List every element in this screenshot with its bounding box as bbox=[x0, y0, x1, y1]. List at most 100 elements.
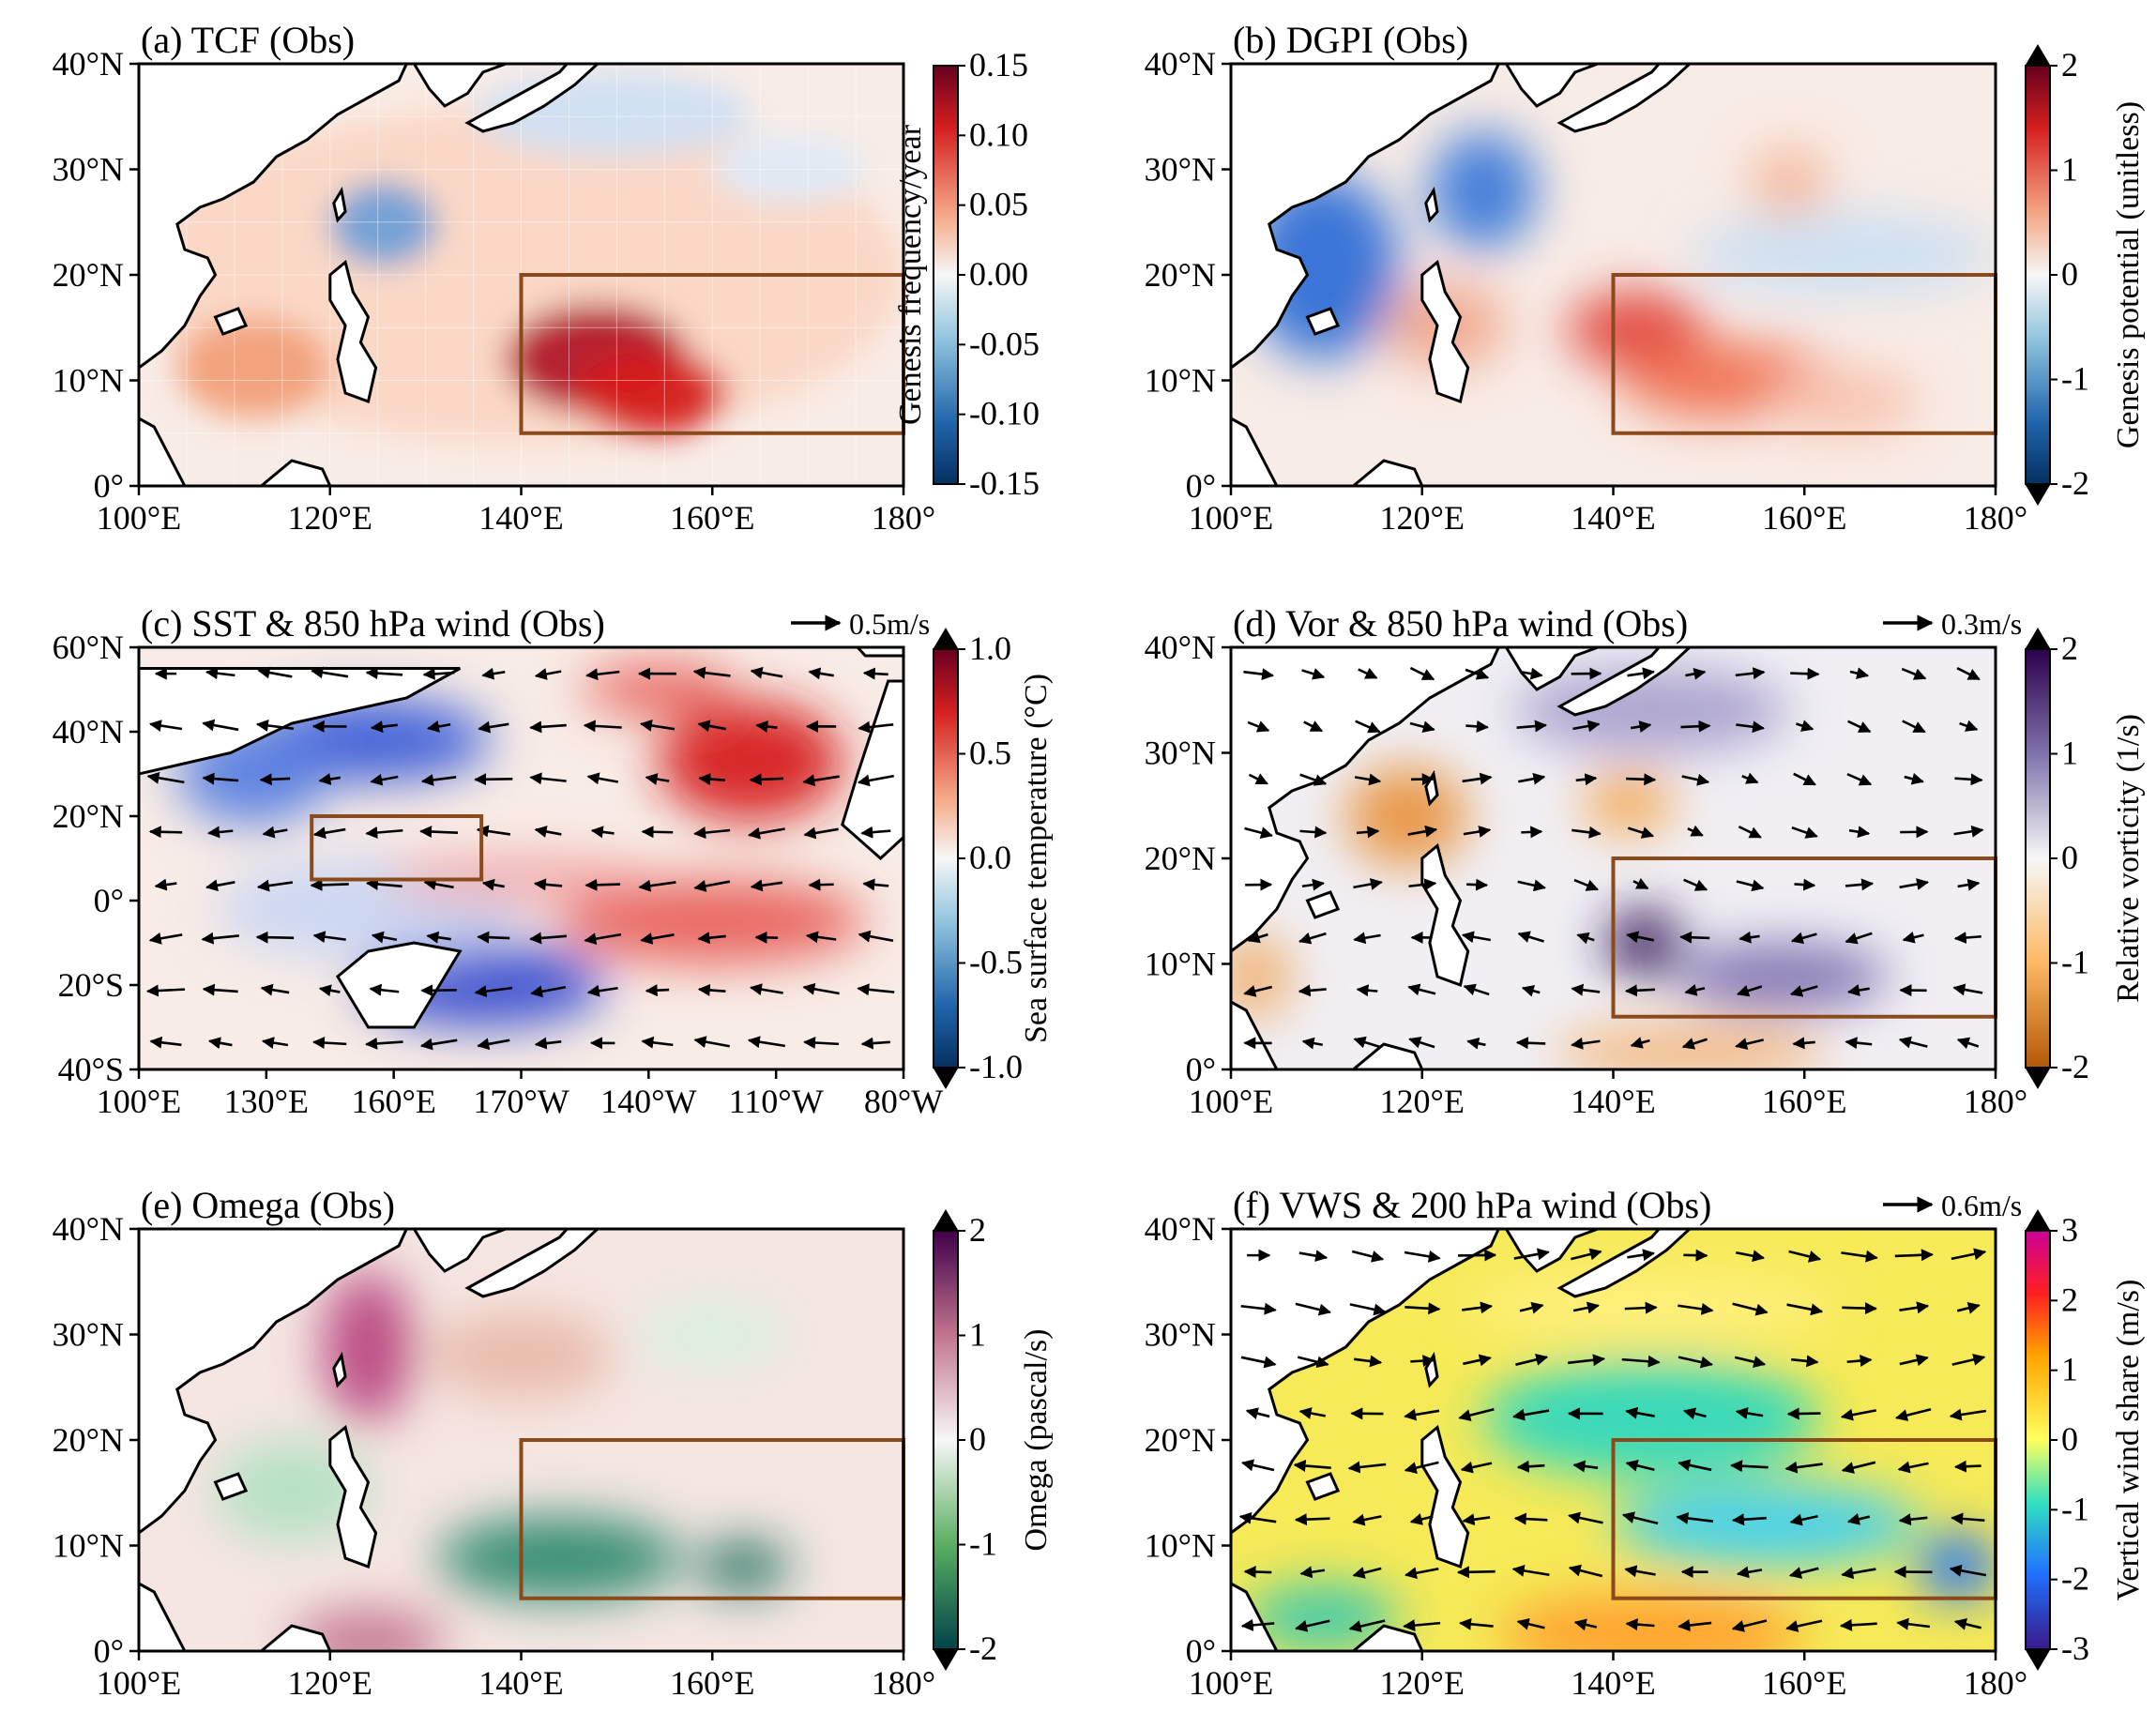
wind-arrow bbox=[1459, 1617, 1494, 1630]
x-tick-label: 180° bbox=[1964, 1664, 2027, 1702]
wind-arrow bbox=[1571, 826, 1602, 839]
wind-arrow bbox=[261, 1037, 289, 1050]
wind-arrow bbox=[1899, 1354, 1929, 1367]
wind-arrow bbox=[370, 773, 399, 786]
anomaly-blob bbox=[176, 317, 330, 418]
panel-title: (a) TCF (Obs) bbox=[141, 19, 355, 61]
wind-arrow bbox=[534, 668, 562, 680]
wind-arrow bbox=[862, 667, 888, 680]
colorbar-tick-label: -2 bbox=[2061, 1560, 2089, 1598]
colorbar-label: Genesis frequency/year bbox=[893, 124, 928, 425]
wind-arrow bbox=[1298, 1407, 1326, 1419]
landmass bbox=[139, 64, 408, 370]
wind-arrow bbox=[1521, 826, 1543, 839]
y-tick-label: 0° bbox=[1186, 1632, 1216, 1670]
wind-arrow bbox=[481, 878, 505, 891]
wind-arrow bbox=[862, 878, 889, 891]
wind-arrow bbox=[1632, 877, 1649, 890]
wind-arrow bbox=[1247, 720, 1270, 733]
y-tick-label: 0° bbox=[1186, 1051, 1216, 1088]
wind-arrow bbox=[202, 719, 239, 732]
colorbar-tick-label: 0.5 bbox=[969, 735, 1011, 772]
wind-arrow bbox=[1845, 878, 1875, 891]
wind-arrow bbox=[1352, 1513, 1382, 1526]
wind-arrow bbox=[1572, 1301, 1600, 1314]
panel-title: (f) VWS & 200 hPa wind (Obs) bbox=[1233, 1184, 1711, 1226]
wind-arrow bbox=[1845, 932, 1873, 945]
wind-arrow bbox=[371, 931, 398, 944]
wind-arrow bbox=[1952, 983, 1983, 996]
wind-arrow bbox=[1791, 1355, 1819, 1368]
wind-arrow bbox=[860, 826, 891, 839]
x-tick-label: 160°E bbox=[670, 499, 754, 537]
wind-arrow bbox=[1786, 1407, 1821, 1420]
colorbar-label: Sea surface temperature (°C) bbox=[1019, 674, 1054, 1043]
wind-arrow bbox=[370, 720, 398, 734]
wind-arrow bbox=[638, 879, 676, 892]
x-tick-label: 120°E bbox=[288, 499, 372, 537]
wind-arrow bbox=[1846, 772, 1873, 786]
colorbar-tick-label: 3 bbox=[2061, 1211, 2078, 1249]
wind-arrow bbox=[474, 985, 513, 998]
wind-arrow bbox=[1240, 1618, 1275, 1631]
x-tick-label: 100°E bbox=[1189, 499, 1273, 537]
y-tick-label: 40°N bbox=[53, 713, 124, 750]
colorbar-extend-max bbox=[2025, 1209, 2051, 1232]
wind-arrow bbox=[693, 826, 731, 840]
wind-arrow bbox=[1517, 879, 1546, 892]
landmass bbox=[328, 1424, 378, 1569]
anomaly-blob bbox=[1751, 148, 1828, 216]
wind-arrow bbox=[1293, 1460, 1331, 1472]
wind-arrow bbox=[145, 984, 186, 997]
x-tick-label: 160°E bbox=[1762, 499, 1846, 537]
landmass bbox=[139, 667, 462, 776]
colorbar-tick-label: 0.00 bbox=[969, 255, 1028, 293]
anomaly-blob bbox=[659, 702, 843, 821]
colorbar-tick-label: -0.10 bbox=[969, 395, 1040, 432]
x-tick-label: 140°E bbox=[1571, 1083, 1655, 1120]
x-tick-label: 140°E bbox=[478, 499, 563, 537]
landmass bbox=[1504, 1229, 1599, 1273]
wind-arrow bbox=[1238, 1511, 1277, 1524]
wind-arrow bbox=[1956, 666, 1981, 681]
y-tick-label: 10°N bbox=[1145, 1527, 1216, 1565]
wind-arrow bbox=[1956, 1037, 1980, 1050]
wind-arrow bbox=[1790, 932, 1817, 945]
wind-arrow bbox=[1463, 1354, 1492, 1367]
x-tick-label: 100°E bbox=[97, 499, 181, 537]
wind-arrow bbox=[1786, 1303, 1824, 1316]
wind-arrow bbox=[755, 720, 778, 733]
landmass bbox=[1351, 459, 1424, 486]
wind-arrow bbox=[1792, 1037, 1815, 1050]
x-tick-label: 120°E bbox=[1380, 499, 1465, 537]
wind-arrow bbox=[1298, 1250, 1329, 1263]
wind-arrow bbox=[1678, 1302, 1714, 1315]
wind-arrow bbox=[1898, 1036, 1928, 1049]
wind-arrow bbox=[583, 720, 622, 733]
panel-title: (d) Vor & 850 hPa wind (Obs) bbox=[1233, 602, 1688, 644]
wind-arrow bbox=[318, 984, 341, 997]
wind-arrow bbox=[529, 772, 567, 785]
colorbar-tick-label: 2 bbox=[2061, 1281, 2078, 1318]
wind-arrow bbox=[1848, 826, 1871, 839]
wind-arrow bbox=[1299, 773, 1328, 786]
wind-arrow bbox=[1466, 1037, 1486, 1050]
wind-arrow bbox=[1847, 720, 1872, 734]
colorbar-tick-label: -0.5 bbox=[969, 944, 1023, 981]
wind-arrow bbox=[1627, 826, 1655, 839]
landmass bbox=[1351, 1624, 1424, 1651]
y-tick-label: 40°N bbox=[1145, 45, 1216, 83]
wind-arrow bbox=[1568, 1564, 1603, 1578]
x-tick-label: 100°E bbox=[1189, 1664, 1273, 1702]
y-tick-label: 30°N bbox=[1145, 735, 1216, 772]
wind-arrow bbox=[1460, 1461, 1493, 1474]
wind-arrow bbox=[1901, 667, 1927, 680]
landmass bbox=[332, 1351, 347, 1388]
wind-arrow bbox=[419, 1038, 458, 1051]
wind-arrow bbox=[1353, 932, 1381, 945]
wind-arrow bbox=[857, 983, 895, 996]
wind-arrow bbox=[1243, 668, 1275, 681]
wind-arrow bbox=[423, 878, 454, 890]
wind-arrow bbox=[1625, 1459, 1655, 1472]
landmass bbox=[1305, 307, 1341, 336]
